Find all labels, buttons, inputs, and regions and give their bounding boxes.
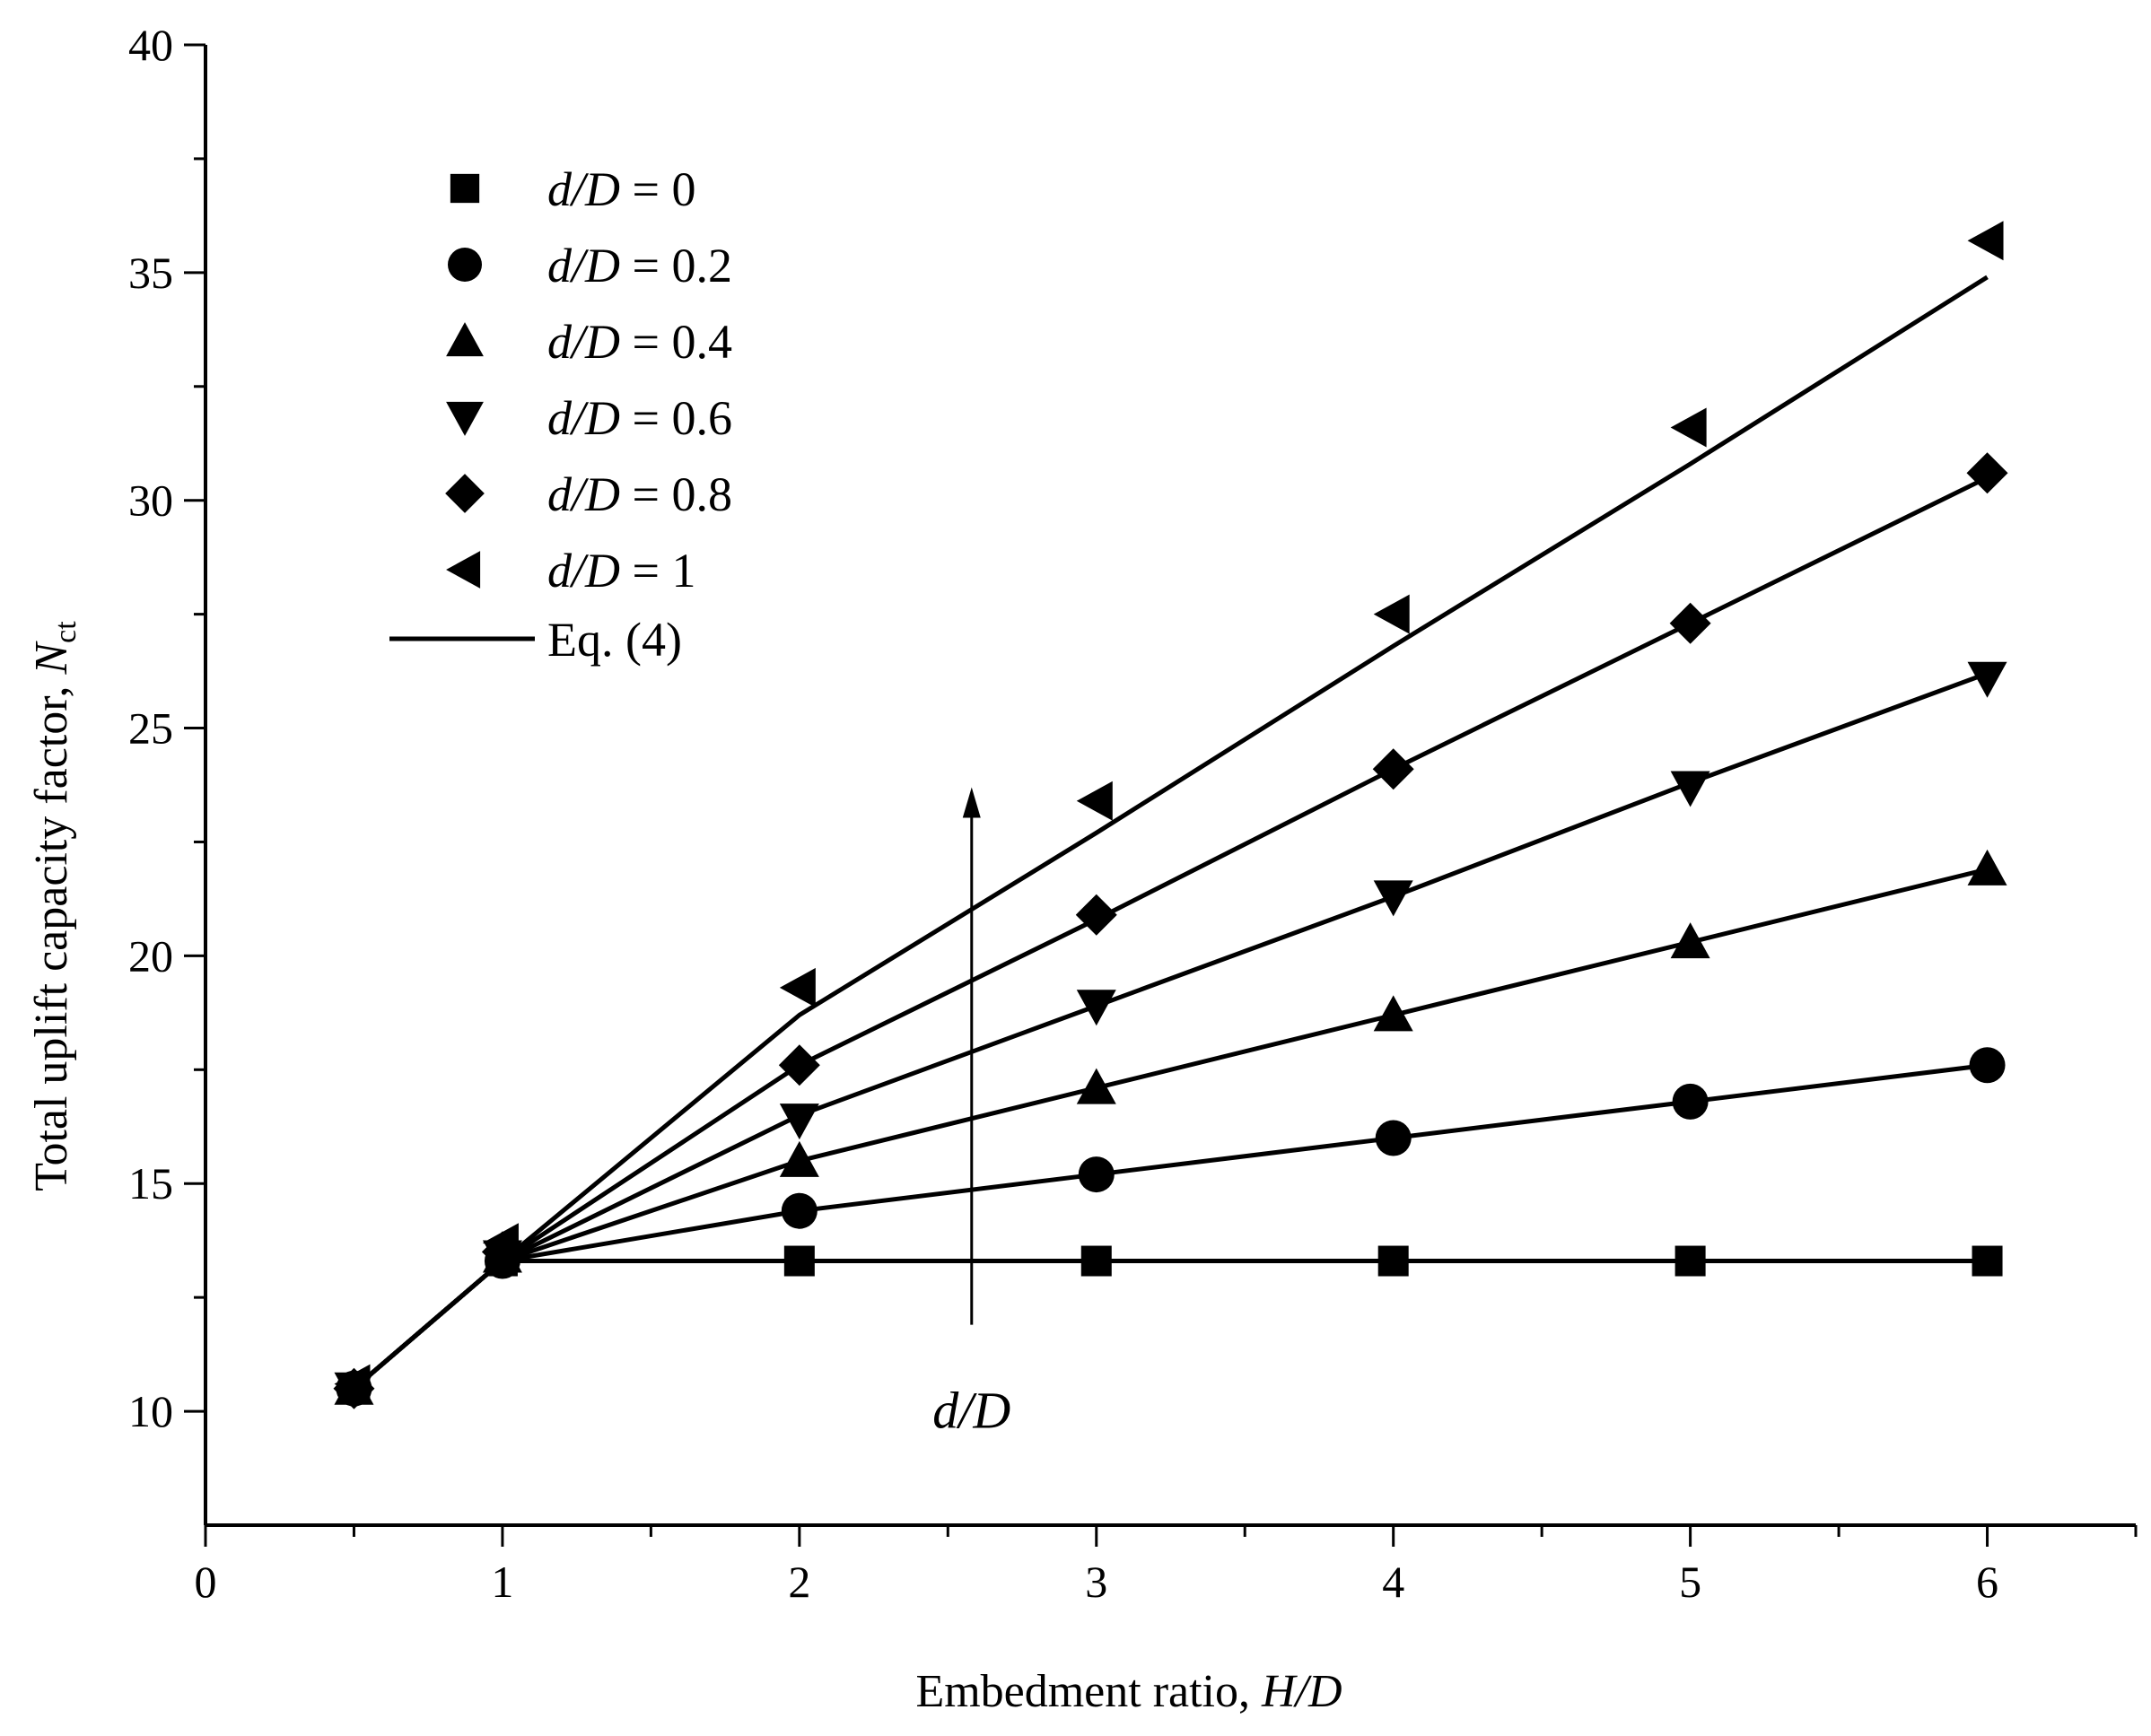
legend-label-italic: d/D	[547, 315, 633, 369]
data-point-series-0	[1080, 1245, 1112, 1277]
y-tick-label: 10	[128, 1386, 173, 1436]
data-point-series-3	[779, 1104, 819, 1140]
data-point-series-2	[1967, 849, 2007, 885]
data-point-series-4	[778, 1044, 820, 1086]
data-point-series-2	[779, 1140, 819, 1177]
data-point-series-4	[1669, 602, 1711, 644]
data-point-series-0	[1377, 1245, 1409, 1277]
legend-label-1: d/D = 0.2	[547, 239, 732, 292]
axes	[204, 45, 2136, 1527]
data-point-series-1	[1969, 1047, 2006, 1084]
legend-label-italic: d/D	[547, 239, 633, 292]
fit-line-2	[352, 867, 1989, 1391]
data-point-series-0	[1674, 1245, 1706, 1277]
legend-label-5: d/D = 1	[547, 544, 695, 598]
legend-marker-2	[446, 322, 484, 357]
y-tick-label: 15	[128, 1158, 173, 1208]
y-axis-title: Total uplift capacity factor, Nct	[26, 621, 83, 1191]
data-point-series-2	[1076, 1068, 1116, 1104]
legend-label-4: d/D = 0.8	[547, 467, 732, 521]
legend-label-value: = 0.4	[633, 315, 732, 369]
y-tick-label: 30	[128, 475, 173, 526]
x-tick-label: 0	[195, 1557, 217, 1607]
annotation: d/D	[932, 787, 1010, 1440]
data-point-series-4	[1372, 748, 1414, 790]
data-point-series-3	[1373, 880, 1413, 917]
y-tick-label: 25	[128, 703, 173, 754]
legend-label-value: = 0	[633, 162, 696, 216]
legend-label-value: = 0.6	[633, 391, 732, 445]
data-point-series-5	[334, 1364, 371, 1404]
data-point-series-1	[1078, 1156, 1115, 1193]
legend-label-3: d/D = 0.6	[547, 391, 732, 445]
legend-label-value: = 1	[633, 544, 696, 598]
y-axis-title-sub: ct	[49, 621, 83, 643]
data-markers	[333, 221, 2008, 1409]
data-point-series-5	[1670, 407, 1707, 448]
data-point-series-5	[779, 967, 816, 1008]
data-point-series-5	[482, 1223, 519, 1263]
data-point-series-0	[1972, 1245, 2003, 1277]
legend-marker-1	[448, 248, 482, 282]
data-point-series-1	[781, 1192, 818, 1229]
data-point-series-5	[1076, 781, 1113, 821]
legend-label-value: = 0.2	[633, 239, 732, 292]
legend-marker-0	[450, 173, 480, 204]
legend: d/D = 0d/D = 0.2d/D = 0.4d/D = 0.6d/D = …	[389, 162, 732, 667]
data-point-series-0	[783, 1245, 815, 1277]
legend-label-fit: Eq. (4)	[547, 613, 682, 667]
axis-ticks	[184, 43, 2138, 1547]
x-axis-title-prefix: Embedment ratio,	[915, 1666, 1262, 1717]
legend-label-italic: d/D	[547, 544, 633, 598]
legend-label-2: d/D = 0.4	[547, 315, 732, 369]
x-tick-label: 1	[491, 1557, 513, 1607]
y-axis-title-prefix: Total uplift capacity factor,	[26, 675, 77, 1191]
data-point-series-2	[1670, 922, 1710, 959]
x-axis-title: Embedment ratio, H/D	[915, 1666, 1342, 1717]
legend-marker-3	[446, 401, 484, 436]
tick-labels: 0 1 2 3 4 5 6 10 15 20 25 30 35 40	[128, 20, 1998, 1607]
fit-line-3	[352, 671, 1989, 1391]
data-point-series-4	[1966, 452, 2008, 494]
x-tick-label: 4	[1382, 1557, 1404, 1607]
fit-line-0	[352, 1259, 1988, 1391]
data-point-series-3	[1670, 771, 1710, 807]
legend-label-0: d/D = 0	[547, 162, 695, 216]
data-point-series-1	[1375, 1120, 1412, 1156]
data-point-series-3	[1967, 661, 2007, 698]
annotation-arrow-head	[962, 787, 981, 818]
x-axis-title-italic: H/D	[1261, 1666, 1342, 1717]
data-point-series-1	[1672, 1083, 1709, 1120]
y-tick-label: 20	[128, 930, 173, 981]
data-point-series-3	[1076, 990, 1116, 1026]
x-tick-label: 3	[1085, 1557, 1107, 1607]
legend-label-italic: d/D	[547, 162, 633, 216]
data-point-series-5	[1967, 221, 2004, 261]
y-axis-title-italic: N	[26, 641, 77, 676]
data-point-series-5	[1373, 594, 1410, 634]
x-tick-label: 2	[788, 1557, 810, 1607]
data-point-series-4	[1075, 894, 1117, 936]
x-tick-label: 6	[1976, 1557, 1998, 1607]
annotation-label: d/D	[932, 1382, 1010, 1440]
legend-label-value: = 0.8	[633, 467, 732, 521]
x-tick-label: 5	[1679, 1557, 1701, 1607]
y-tick-label: 40	[128, 20, 173, 70]
data-point-series-2	[1373, 995, 1413, 1032]
legend-label-italic: d/D	[547, 391, 633, 445]
y-tick-label: 35	[128, 248, 173, 298]
legend-marker-4	[445, 474, 485, 513]
legend-marker-5	[446, 551, 481, 589]
legend-label-italic: d/D	[547, 467, 633, 521]
